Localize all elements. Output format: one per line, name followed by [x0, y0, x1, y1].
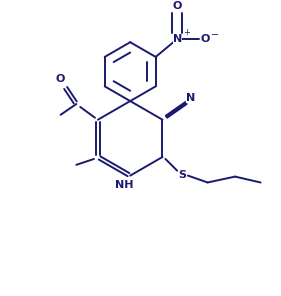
Text: NH: NH: [115, 181, 133, 190]
Text: −: −: [210, 30, 219, 40]
Text: N: N: [186, 93, 196, 103]
Text: O: O: [56, 73, 65, 83]
Text: S: S: [178, 170, 186, 180]
Text: +: +: [183, 28, 190, 37]
Text: O: O: [173, 1, 182, 11]
Text: N: N: [173, 34, 182, 44]
Text: O: O: [200, 34, 209, 44]
